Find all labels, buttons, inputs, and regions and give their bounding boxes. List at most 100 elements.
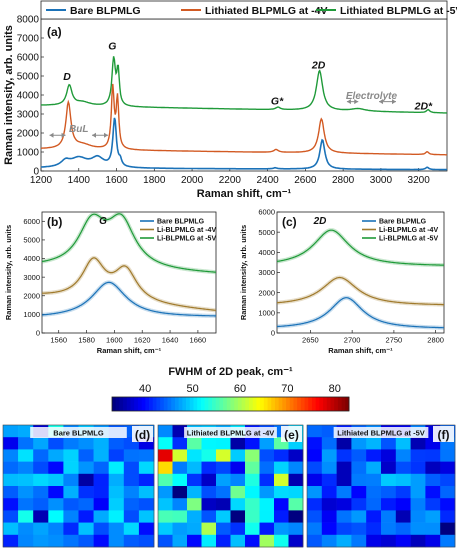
heatmap-cell — [201, 510, 217, 523]
heatmap-cell — [425, 473, 441, 487]
colorbar-segment — [241, 397, 246, 411]
heatmap-frame — [2, 424, 155, 548]
legend-label-2: Li-BLPMLG at -4V — [157, 227, 216, 234]
heatmap-cell — [108, 510, 125, 523]
panel-label-bg — [132, 426, 153, 442]
heatmap-cell — [172, 473, 188, 487]
heatmap-cell — [201, 534, 217, 548]
heatmap-cell — [381, 486, 397, 499]
heatmap-cell — [18, 498, 34, 511]
panel-label-bg — [281, 426, 302, 442]
annotation-g: G* — [271, 96, 284, 108]
heatmap-cell — [33, 534, 49, 548]
colorbar-segment — [156, 397, 161, 411]
panel-label: (f) — [438, 428, 450, 442]
heatmap-cell — [259, 522, 275, 536]
heatmap-cell — [138, 486, 155, 499]
heatmap-cell — [351, 510, 367, 523]
heatmap-cell — [78, 486, 94, 499]
heatmap-cell — [336, 486, 352, 499]
heatmap-title: Bare BLPMLG — [53, 429, 104, 438]
heatmap-cell — [395, 449, 411, 462]
arrow-head — [91, 132, 96, 138]
heatmap-cell — [321, 522, 337, 536]
heatmap-cell — [3, 473, 19, 487]
heatmap-cell — [230, 510, 246, 523]
heatmap-cell — [108, 522, 125, 536]
y-tick-label: 8000 — [17, 15, 40, 26]
heatmap-cell — [48, 534, 64, 548]
y-axis-label: Raman intensity, arb. units — [239, 225, 248, 320]
heatmap-cell — [158, 449, 173, 462]
heatmap-cell — [307, 522, 323, 536]
heatmap-cell — [440, 473, 456, 487]
heatmap-cell — [395, 461, 411, 475]
heatmap-cell — [274, 486, 289, 499]
heatmap-cell — [18, 522, 34, 536]
heatmap-cell — [48, 510, 64, 523]
y-tick-label: 1000 — [23, 310, 40, 319]
x-tick-label: 1200 — [30, 175, 53, 186]
heatmap-cell — [230, 498, 246, 511]
heatmap-cell — [259, 498, 275, 511]
heatmap-cell — [336, 461, 352, 475]
heatmap-cell — [93, 461, 109, 475]
heatmap-cell — [108, 437, 125, 450]
heatmap-cell — [78, 510, 94, 523]
heatmap-cell — [288, 534, 304, 548]
colorbar-tick-label: 80 — [329, 383, 341, 395]
heatmap-cell — [63, 498, 79, 511]
heatmap-cell — [172, 461, 188, 475]
panel-b-g-peak-chart: 1560 1580 1600 1620 1640 1660 0 1000 2000 3000 400… — [4, 211, 216, 355]
series-line-1 — [41, 117, 447, 171]
heatmap-cell — [108, 449, 125, 462]
colorbar-segment — [149, 397, 154, 411]
heatmap-cell — [123, 473, 140, 487]
heatmap-cell — [321, 473, 337, 487]
heatmap-cell — [351, 522, 367, 536]
heatmap-cell — [138, 473, 155, 487]
colorbar-segment — [115, 397, 120, 411]
heatmap-cell — [48, 522, 64, 536]
heatmap-cell — [3, 461, 19, 475]
colorbar-segment — [152, 397, 157, 411]
arrow-head — [354, 99, 359, 105]
heatmap-cell — [274, 449, 289, 462]
heatmap-cell — [138, 510, 155, 523]
colorbar-segment — [345, 397, 350, 411]
heatmap-cell — [33, 437, 49, 450]
series-line-3 — [42, 213, 216, 273]
colorbar-segment — [278, 397, 283, 411]
heatmap-cell — [245, 473, 260, 487]
heatmap-cell — [259, 510, 275, 523]
colorbar-segment — [323, 397, 328, 411]
colorbar-tick-label: 70 — [281, 383, 293, 395]
heatmap-cell — [425, 510, 441, 523]
heatmap-cell — [93, 510, 109, 523]
plot-area — [276, 211, 445, 334]
colorbar-segment — [163, 397, 168, 411]
heatmap-cell — [274, 534, 289, 548]
heatmap-cell — [93, 449, 109, 462]
x-tick-label: 2700 — [344, 336, 361, 345]
heatmap-cell — [18, 473, 34, 487]
heatmap-cell — [230, 486, 246, 499]
heatmap-cell — [245, 449, 260, 462]
heatmap-cell — [425, 498, 441, 511]
series-line-3 — [277, 229, 444, 266]
colorbar-segment — [237, 397, 243, 411]
heatmap-cell — [307, 461, 323, 475]
colorbar-segment — [337, 397, 342, 411]
heatmap-cell — [18, 425, 34, 438]
heatmap-cell — [18, 437, 34, 450]
heatmap-cell — [440, 498, 456, 511]
heatmap-cell — [230, 461, 246, 475]
heatmap-cell — [123, 534, 140, 548]
heatmap-cell — [201, 498, 217, 511]
annotation-d: D — [63, 71, 71, 83]
y-tick-label: 1000 — [17, 148, 40, 159]
heatmap-cell — [3, 498, 19, 511]
heatmap-cell — [245, 510, 260, 523]
heatmap-cell — [187, 522, 202, 536]
